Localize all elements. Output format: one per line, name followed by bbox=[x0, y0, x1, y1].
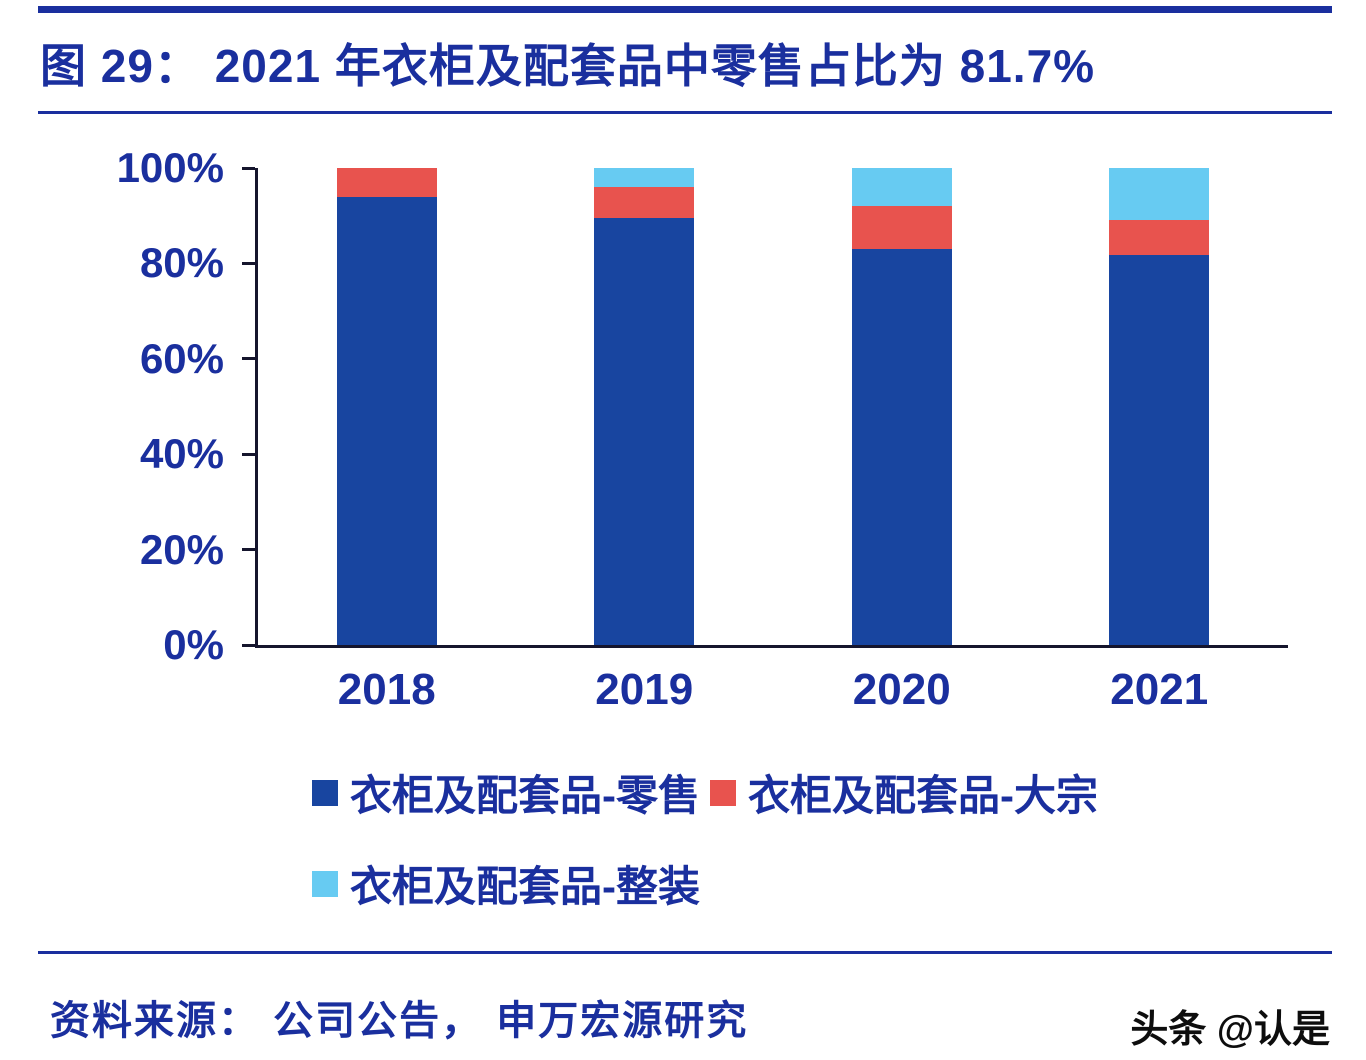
y-axis-label: 100% bbox=[116, 144, 224, 191]
y-axis-label: 20% bbox=[139, 525, 224, 573]
bar-segment bbox=[1109, 220, 1210, 256]
y-axis-label: 60% bbox=[139, 334, 224, 382]
chart-title: 图 29： 2021 年衣柜及配套品中零售占比为 81.7% bbox=[40, 40, 1096, 92]
y-axis-tick bbox=[242, 261, 255, 265]
y-axis-tick bbox=[242, 452, 255, 456]
legend-item: 衣柜及配套品-大宗 bbox=[710, 762, 1098, 823]
bar-segment bbox=[1109, 168, 1210, 221]
legend-label: 衣柜及配套品-零售 bbox=[350, 772, 700, 819]
legend-item: 衣柜及配套品-整装 bbox=[312, 853, 700, 914]
legend-marker-icon bbox=[312, 870, 338, 897]
y-axis-label: 80% bbox=[139, 239, 224, 287]
legend-item: 衣柜及配套品-零售 bbox=[312, 762, 700, 823]
top-divider bbox=[38, 6, 1332, 13]
bar-segment bbox=[851, 249, 952, 645]
bar-group-2021 bbox=[1109, 168, 1210, 645]
chart-legend: 衣柜及配套品-零售 衣柜及配套品-大宗衣柜及配套品-整装 bbox=[312, 762, 1212, 914]
bottom-divider bbox=[38, 951, 1332, 954]
source-note: 资料来源： 公司公告， 申万宏源研究 bbox=[50, 999, 749, 1043]
bar-segment bbox=[851, 168, 952, 207]
plot-area: 0% 20% 40% 60% 80% 100% 2018 2019 2020 2021 bbox=[117, 147, 1288, 714]
bar-segment bbox=[851, 206, 952, 250]
y-axis-tick bbox=[242, 643, 255, 647]
bar-group-2018 bbox=[336, 168, 437, 645]
legend-label: 衣柜及配套品-大宗 bbox=[748, 772, 1098, 819]
bar-segment bbox=[1109, 255, 1210, 645]
legend-label: 衣柜及配套品-整装 bbox=[350, 863, 700, 910]
y-axis-label: 0% bbox=[163, 621, 224, 668]
title-divider bbox=[38, 111, 1332, 114]
y-axis-tick bbox=[242, 166, 255, 170]
bar-segment bbox=[594, 168, 695, 188]
legend-marker-icon bbox=[710, 779, 736, 806]
x-axis-label: 2018 bbox=[337, 665, 436, 714]
x-axis-label: 2019 bbox=[595, 665, 694, 714]
y-axis-tick bbox=[242, 357, 255, 361]
y-axis-tick bbox=[242, 548, 255, 552]
bar-segment bbox=[594, 187, 695, 219]
bar-group-2019 bbox=[594, 168, 695, 645]
legend-marker-icon bbox=[312, 779, 338, 806]
x-axis-label: 2021 bbox=[1110, 665, 1209, 714]
y-axis-label: 40% bbox=[139, 430, 224, 478]
bar-segment bbox=[336, 168, 437, 197]
bar-segment bbox=[594, 218, 695, 645]
bar-group-2020 bbox=[851, 168, 952, 645]
x-axis-label: 2020 bbox=[852, 665, 951, 714]
bar-segment bbox=[336, 196, 437, 645]
watermark: 头条 @认是 bbox=[1130, 1009, 1330, 1051]
